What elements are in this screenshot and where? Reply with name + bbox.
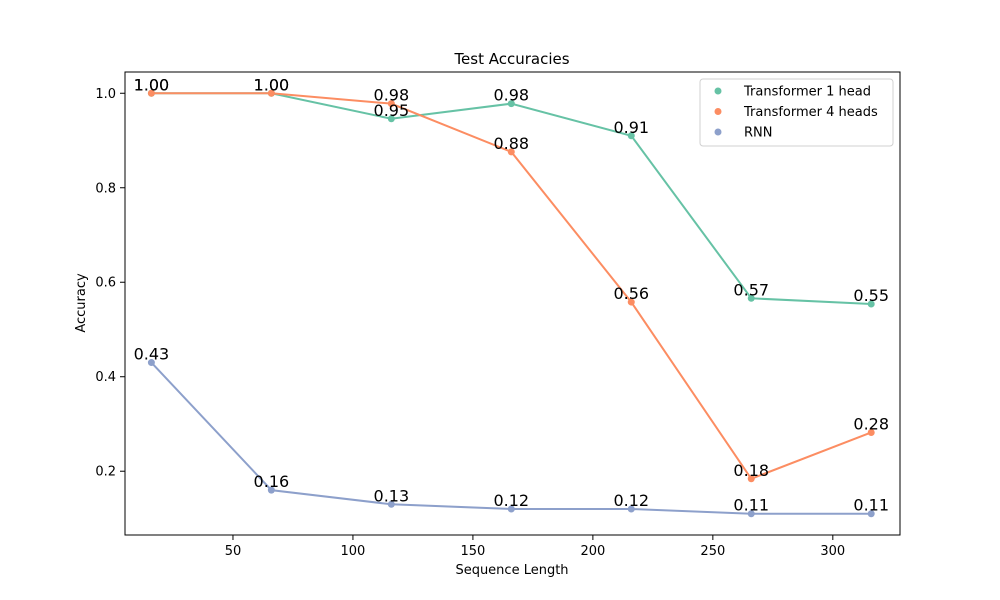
data-point: [507, 505, 515, 513]
legend-label: Transformer 4 heads: [743, 105, 878, 120]
data-label: 0.43: [134, 345, 170, 364]
data-labels-layer: 1.00 1.000.950.980.910.57 0.551.00 1.000.98…: [134, 75, 889, 514]
x-tick-label: 150: [460, 544, 485, 559]
series-layer: [147, 89, 875, 518]
data-label: 0.12: [493, 491, 529, 510]
data-point: [747, 475, 755, 483]
x-tick-label: 100: [341, 544, 366, 559]
data-label: 0.98: [374, 86, 410, 105]
data-label: 0.13: [374, 486, 410, 505]
x-axis-label: Sequence Length: [455, 563, 568, 578]
data-label: 0.11: [853, 496, 889, 515]
data-label: 0.91: [613, 118, 649, 137]
data-point: [267, 89, 275, 97]
data-point: [387, 115, 395, 123]
data-point: [867, 428, 875, 436]
x-tick-label: 250: [700, 544, 725, 559]
y-axis: 0.2 0.4 0.6 0.8 1.0: [95, 87, 125, 480]
x-tick-label: 300: [820, 544, 845, 559]
data-label: 0.16: [254, 472, 290, 491]
legend-marker: [714, 87, 722, 95]
data-point: [627, 132, 635, 140]
data-label: 0.88: [493, 134, 529, 153]
y-tick-label: 1.0: [95, 87, 116, 102]
legend-label: Transformer 1 head: [743, 85, 871, 100]
data-point: [507, 148, 515, 156]
data-label: 0.55: [853, 286, 889, 305]
data-point: [627, 505, 635, 513]
y-tick-label: 0.2: [95, 465, 116, 480]
chart-title: Test Accuracies: [453, 50, 569, 68]
data-label: 0.11: [733, 496, 769, 515]
y-tick-label: 0.8: [95, 181, 116, 196]
data-point: [507, 100, 515, 108]
x-tick-label: 200: [580, 544, 605, 559]
data-point: [747, 510, 755, 518]
data-label: 0.98: [493, 86, 529, 105]
legend-label: RNN: [744, 126, 772, 141]
legend-marker: [714, 108, 722, 115]
x-axis: 50 100 150 200 250 300: [225, 535, 845, 559]
data-label: 0.57: [733, 280, 769, 299]
plot-area-frame: [124, 71, 901, 536]
y-axis-label: Accuracy: [74, 273, 89, 333]
data-point: [627, 298, 635, 306]
data-label: 0.56: [613, 284, 649, 303]
data-label: 1.00: [254, 75, 290, 94]
data-point: [867, 510, 875, 518]
data-label: 0.28: [853, 414, 889, 433]
data-point: [147, 89, 155, 97]
x-tick-label: 50: [225, 544, 242, 559]
data-label: 1.00: [134, 75, 170, 94]
legend-marker: [714, 128, 722, 136]
data-label: 1.00: [134, 75, 170, 94]
data-point: [147, 359, 155, 367]
data-label: 0.12: [613, 491, 649, 510]
data-point: [387, 100, 395, 108]
data-point: [387, 500, 395, 508]
data-label: 0.95: [374, 101, 410, 120]
legend: Transformer 1 head Transformer 4 heads RNN: [699, 78, 894, 147]
data-label: 0.18: [733, 461, 769, 480]
legend-box: [699, 78, 894, 147]
data-point: [867, 300, 875, 308]
y-tick-label: 0.6: [95, 276, 116, 291]
data-point: [267, 486, 275, 494]
y-tick-label: 0.4: [95, 370, 116, 385]
data-label: 1.00: [254, 75, 290, 94]
data-point: [747, 294, 755, 302]
